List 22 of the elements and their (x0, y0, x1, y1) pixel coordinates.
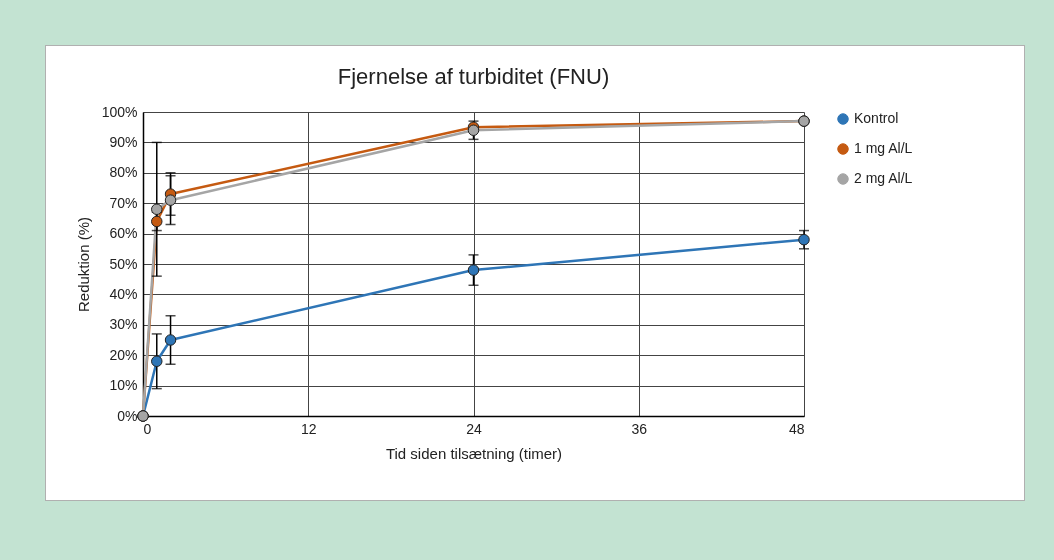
legend-label: 2 mg Al/L (854, 170, 913, 186)
y-tick-label: 80% (109, 164, 138, 181)
y-axis-title: Reduktion (%) (74, 216, 92, 313)
x-axis-title: Tid siden tilsætning (timer) (385, 444, 563, 462)
y-tick-label: 40% (109, 285, 138, 302)
x-tick-label: 36 (631, 420, 648, 437)
y-tick-label: 100% (101, 103, 138, 120)
y-tick-label: 10% (109, 377, 138, 394)
x-tick-label: 12 (300, 420, 317, 437)
y-tick-label: 30% (109, 316, 138, 333)
y-tick-label: 60% (109, 225, 138, 242)
legend-label: Kontrol (854, 110, 899, 126)
y-tick-label: 50% (109, 255, 138, 272)
x-tick-label: 0 (143, 420, 152, 437)
legend-label: 1 mg Al/L (854, 140, 913, 156)
y-tick-label: 0% (117, 407, 138, 424)
x-tick-label: 24 (466, 420, 482, 437)
y-tick-label: 20% (109, 346, 138, 363)
chart-title: Fjernelse af turbiditet (FNU) (337, 64, 610, 89)
y-tick-label: 90% (109, 133, 138, 150)
y-tick-label: 70% (109, 194, 138, 211)
x-tick-label: 48 (788, 420, 805, 437)
